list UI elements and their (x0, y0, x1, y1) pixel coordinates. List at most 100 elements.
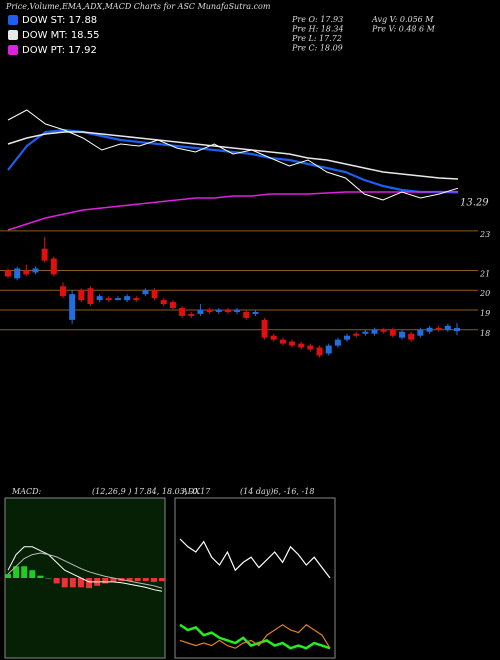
macd-line (7, 552, 163, 589)
price-info: Pre V: 0.48 6 M (371, 25, 436, 34)
candle-body (279, 339, 286, 344)
candle-body (380, 329, 387, 332)
macd-histogram-bar (134, 578, 141, 582)
macd-histogram-bar (69, 578, 76, 588)
candle-body (50, 258, 57, 275)
candle-body (32, 268, 39, 273)
ema-line (7, 190, 458, 231)
macd-histogram-bar (61, 578, 68, 588)
adx-label: ADX (181, 487, 200, 496)
y-tick-label: 18 (480, 329, 490, 338)
macd-histogram-bar (5, 574, 11, 578)
y-tick-label: 20 (479, 289, 490, 298)
adx-params: (14 day)6, -16, -18 (240, 487, 314, 496)
macd-histogram-bar (102, 578, 109, 584)
macd-histogram-bar (77, 578, 84, 588)
chart-title: Price,Volume,EMA,ADX,MACD Charts for ASC… (5, 2, 271, 11)
candle-body (344, 335, 351, 340)
candle-body (197, 310, 204, 314)
macd-histogram-bar (110, 578, 117, 582)
legend-swatch (8, 30, 18, 40)
macd-histogram-bar (53, 578, 60, 584)
macd-histogram-bar (37, 575, 44, 578)
candle-body (14, 268, 21, 279)
macd-histogram-bar (45, 578, 52, 579)
price-info: Avg V: 0.056 M (371, 15, 434, 24)
candle-body (5, 270, 11, 277)
candle-body (59, 286, 66, 297)
candle-body (151, 290, 158, 299)
candle-body (169, 302, 176, 309)
price-info: Pre H: 18.34 (291, 25, 344, 34)
price-line (7, 109, 459, 201)
macd-histogram-bar (29, 570, 36, 578)
candle-body (353, 333, 360, 336)
candle-body (87, 288, 94, 305)
ema-line (7, 131, 459, 180)
candle-body (105, 298, 112, 301)
macd-histogram-bar (13, 566, 20, 578)
candle-body (444, 325, 451, 330)
legend-entry: DOW PT: 17.92 (22, 45, 97, 56)
price-info: Pre C: 18.09 (291, 44, 343, 53)
legend-swatch (8, 15, 18, 25)
candle-body (334, 339, 341, 346)
candle-body (224, 310, 231, 312)
candle-body (408, 333, 415, 340)
y-tick-label: 21 (479, 269, 490, 278)
candle-body (133, 298, 140, 301)
candle-body (114, 298, 121, 301)
candle-body (307, 345, 314, 350)
price-info: Pre L: 17.72 (291, 34, 342, 43)
adx-line (179, 538, 331, 579)
candle-body (41, 248, 48, 261)
macd-histogram-bar (159, 578, 165, 582)
adx-line (179, 624, 331, 649)
legend-entry: DOW ST: 17.88 (22, 15, 97, 26)
macd-histogram-bar (150, 578, 157, 582)
candle-body (215, 310, 222, 312)
candle-body (234, 310, 241, 312)
macd-panel (4, 497, 166, 659)
macd-line (7, 546, 163, 592)
candle-body (270, 335, 277, 340)
candle-body (23, 270, 30, 275)
legend-entry: DOW MT: 18.55 (22, 30, 99, 41)
candle-body (362, 331, 369, 334)
legend-swatch (8, 45, 18, 55)
candle-body (298, 343, 305, 348)
candle-body (96, 296, 103, 301)
candle-body (399, 331, 406, 338)
adx-panel (174, 497, 336, 659)
macd-histogram-bar (126, 578, 133, 582)
candle-body (389, 329, 396, 336)
y-tick-label: 23 (479, 230, 490, 239)
candle-body (454, 327, 460, 332)
annotation: 13.29 (460, 198, 489, 209)
candle-body (371, 329, 378, 334)
candle-body (261, 319, 268, 338)
macd-histogram-bar (21, 566, 28, 578)
candle-body (252, 311, 259, 314)
candle-body (316, 347, 323, 356)
candle-body (69, 294, 76, 320)
candle-body (179, 308, 186, 316)
adx-line (179, 623, 331, 650)
price-info: Pre O: 17.93 (291, 15, 343, 24)
candle-body (325, 345, 332, 354)
candle-body (78, 290, 85, 301)
candle-body (426, 327, 433, 332)
candle-body (188, 313, 195, 316)
macd-histogram-bar (86, 578, 93, 589)
candle-body (417, 329, 424, 336)
candle-body (243, 311, 250, 318)
y-tick-label: 19 (480, 309, 490, 318)
candle-body (435, 327, 442, 330)
candle-body (206, 310, 213, 312)
candle-body (160, 300, 167, 305)
macd-histogram-bar (142, 578, 149, 582)
candle-body (289, 341, 296, 346)
candle-body (142, 290, 149, 295)
macd-label: MACD: (11, 487, 42, 496)
